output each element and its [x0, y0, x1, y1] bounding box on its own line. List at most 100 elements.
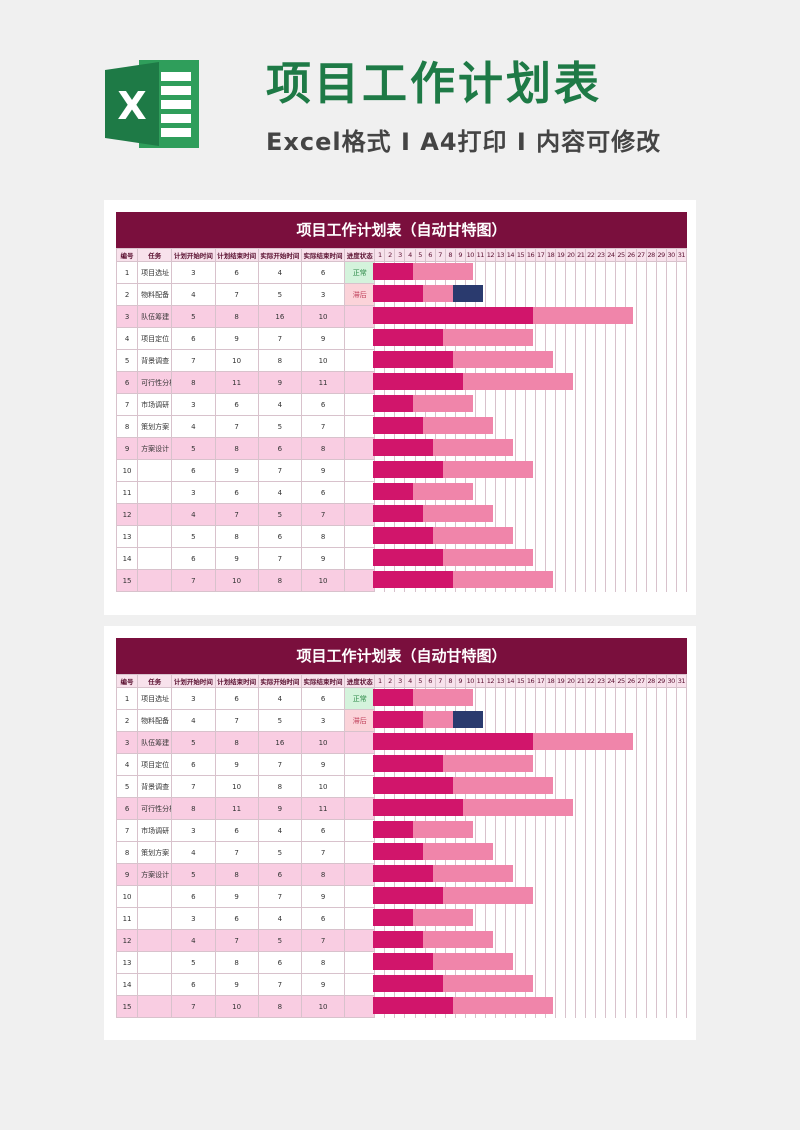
value-cell[interactable]: 6: [214, 481, 259, 504]
status-cell[interactable]: 滞后: [344, 709, 376, 732]
value-cell[interactable]: 6: [300, 481, 346, 504]
task-cell[interactable]: 项目选址: [137, 261, 173, 284]
value-cell[interactable]: 10: [300, 349, 346, 372]
task-cell[interactable]: 队伍筹建: [137, 305, 173, 328]
value-cell[interactable]: 4: [115, 753, 139, 776]
task-cell[interactable]: 项目选址: [137, 687, 173, 710]
value-cell[interactable]: 9: [115, 437, 139, 460]
value-cell[interactable]: 6: [257, 437, 302, 460]
value-cell[interactable]: 4: [257, 481, 302, 504]
status-cell[interactable]: [344, 907, 376, 930]
value-cell[interactable]: 6: [214, 819, 259, 842]
task-cell[interactable]: [137, 929, 173, 952]
status-cell[interactable]: [344, 459, 376, 482]
task-cell[interactable]: 队伍筹建: [137, 731, 173, 754]
value-cell[interactable]: 5: [257, 415, 302, 438]
status-cell[interactable]: [344, 885, 376, 908]
value-cell[interactable]: 8: [214, 863, 259, 886]
status-cell[interactable]: [344, 775, 376, 798]
value-cell[interactable]: 4: [257, 907, 302, 930]
value-cell[interactable]: 7: [214, 841, 259, 864]
value-cell[interactable]: 4: [171, 709, 216, 732]
value-cell[interactable]: 5: [257, 503, 302, 526]
value-cell[interactable]: 7: [171, 349, 216, 372]
value-cell[interactable]: 7: [257, 973, 302, 996]
value-cell[interactable]: 8: [257, 349, 302, 372]
task-cell[interactable]: [137, 481, 173, 504]
status-cell[interactable]: [344, 929, 376, 952]
value-cell[interactable]: 15: [115, 569, 139, 592]
value-cell[interactable]: 10: [300, 775, 346, 798]
value-cell[interactable]: 12: [115, 929, 139, 952]
value-cell[interactable]: 8: [115, 841, 139, 864]
status-cell[interactable]: [344, 731, 376, 754]
task-cell[interactable]: [137, 525, 173, 548]
value-cell[interactable]: 8: [171, 371, 216, 394]
value-cell[interactable]: 9: [214, 753, 259, 776]
value-cell[interactable]: 7: [115, 819, 139, 842]
status-cell[interactable]: [344, 547, 376, 570]
value-cell[interactable]: 9: [300, 973, 346, 996]
value-cell[interactable]: 10: [214, 775, 259, 798]
value-cell[interactable]: 6: [214, 393, 259, 416]
value-cell[interactable]: 7: [300, 841, 346, 864]
value-cell[interactable]: 3: [171, 481, 216, 504]
value-cell[interactable]: 7: [171, 995, 216, 1018]
value-cell[interactable]: 6: [214, 907, 259, 930]
value-cell[interactable]: 5: [171, 951, 216, 974]
value-cell[interactable]: 9: [257, 797, 302, 820]
value-cell[interactable]: 5: [171, 863, 216, 886]
value-cell[interactable]: 8: [214, 951, 259, 974]
status-cell[interactable]: [344, 437, 376, 460]
task-cell[interactable]: [137, 885, 173, 908]
value-cell[interactable]: 4: [257, 819, 302, 842]
value-cell[interactable]: 7: [214, 283, 259, 306]
value-cell[interactable]: 4: [171, 841, 216, 864]
value-cell[interactable]: 10: [300, 569, 346, 592]
task-cell[interactable]: 物料配备: [137, 709, 173, 732]
value-cell[interactable]: 3: [300, 709, 346, 732]
value-cell[interactable]: 7: [257, 753, 302, 776]
value-cell[interactable]: 7: [214, 503, 259, 526]
value-cell[interactable]: 6: [171, 547, 216, 570]
value-cell[interactable]: 8: [300, 951, 346, 974]
value-cell[interactable]: 5: [115, 349, 139, 372]
value-cell[interactable]: 8: [214, 305, 259, 328]
value-cell[interactable]: 4: [171, 415, 216, 438]
value-cell[interactable]: 5: [171, 525, 216, 548]
value-cell[interactable]: 2: [115, 709, 139, 732]
status-cell[interactable]: [344, 819, 376, 842]
value-cell[interactable]: 8: [214, 437, 259, 460]
value-cell[interactable]: 4: [171, 929, 216, 952]
value-cell[interactable]: 4: [257, 393, 302, 416]
value-cell[interactable]: 7: [115, 393, 139, 416]
status-cell[interactable]: [344, 327, 376, 350]
value-cell[interactable]: 7: [300, 503, 346, 526]
status-cell[interactable]: [344, 305, 376, 328]
status-cell[interactable]: [344, 951, 376, 974]
value-cell[interactable]: 6: [257, 951, 302, 974]
status-cell[interactable]: [344, 371, 376, 394]
value-cell[interactable]: 14: [115, 547, 139, 570]
value-cell[interactable]: 3: [171, 261, 216, 284]
status-cell[interactable]: [344, 841, 376, 864]
value-cell[interactable]: 5: [257, 929, 302, 952]
value-cell[interactable]: 8: [300, 525, 346, 548]
task-cell[interactable]: [137, 503, 173, 526]
value-cell[interactable]: 9: [214, 327, 259, 350]
value-cell[interactable]: 6: [171, 885, 216, 908]
value-cell[interactable]: 6: [115, 797, 139, 820]
value-cell[interactable]: 9: [300, 885, 346, 908]
task-cell[interactable]: 背景调查: [137, 775, 173, 798]
task-cell[interactable]: 可行性分析: [137, 797, 173, 820]
value-cell[interactable]: 7: [257, 547, 302, 570]
value-cell[interactable]: 8: [171, 797, 216, 820]
value-cell[interactable]: 15: [115, 995, 139, 1018]
status-cell[interactable]: [344, 503, 376, 526]
value-cell[interactable]: 7: [171, 569, 216, 592]
value-cell[interactable]: 7: [171, 775, 216, 798]
value-cell[interactable]: 9: [300, 547, 346, 570]
status-cell[interactable]: [344, 349, 376, 372]
task-cell[interactable]: 项目定位: [137, 327, 173, 350]
value-cell[interactable]: 10: [214, 349, 259, 372]
